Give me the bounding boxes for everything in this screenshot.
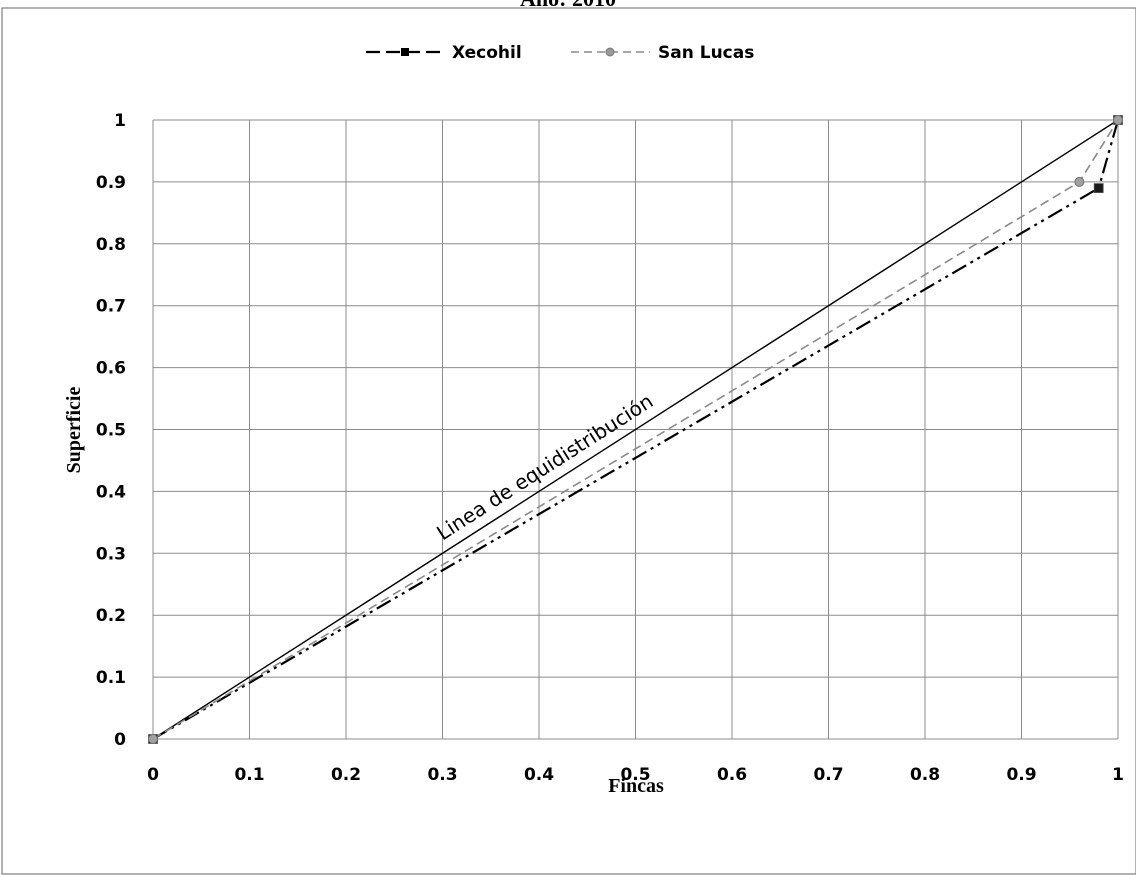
legend-label-xecohil: Xecohil xyxy=(452,43,522,63)
y-tick-label: 0.6 xyxy=(96,359,126,379)
y-tick-label: 0.9 xyxy=(96,173,126,193)
x-tick-label: 0.5 xyxy=(620,765,650,785)
y-tick-label: 0.1 xyxy=(96,668,126,688)
y-tick-label: 0.8 xyxy=(96,235,126,255)
data-point-san-lucas xyxy=(148,734,158,744)
equidistribution-annotation: Linea de equidistribución xyxy=(432,389,657,545)
legend-marker-san-lucas xyxy=(605,47,615,57)
legend-item-xecohil: Xecohil xyxy=(366,43,522,63)
axis-layer: 0 0.1 0.2 0.3 0.4 0.5 0.6 0.7 0.8 0.9 1 0 0.1 0.2 0.3 0… xyxy=(96,111,1124,785)
y-tick-label: 0.3 xyxy=(96,544,126,564)
data-point-san-lucas xyxy=(1113,115,1123,125)
y-tick-label: 0.4 xyxy=(96,482,126,502)
x-tick-label: 0.3 xyxy=(427,765,457,785)
legend-item-san-lucas: San Lucas xyxy=(571,43,754,63)
data-point-san-lucas xyxy=(1074,176,1085,187)
x-tick-label: 0.6 xyxy=(717,765,747,785)
x-tick-label: 0.7 xyxy=(813,765,843,785)
y-tick-label: 1 xyxy=(114,111,126,131)
x-tick-label: 0.8 xyxy=(910,765,940,785)
data-point-xecohil xyxy=(1093,183,1104,193)
x-tick-label: 1 xyxy=(1112,765,1124,785)
y-axis-title: Superficie xyxy=(63,387,85,474)
marker-layer xyxy=(148,115,1123,744)
equidistribution-line xyxy=(152,119,1119,740)
legend: Xecohil San Lucas xyxy=(366,43,754,63)
x-tick-label: 0.1 xyxy=(234,765,264,785)
x-axis-title: Fincas xyxy=(608,775,664,797)
x-tick-label: 0.4 xyxy=(524,765,554,785)
chart-title: Año: 2010 xyxy=(520,0,616,11)
x-tick-label: 0.9 xyxy=(1006,765,1036,785)
legend-label-san-lucas: San Lucas xyxy=(658,43,754,63)
x-tick-label: 0 xyxy=(147,765,159,785)
y-tick-label: 0.2 xyxy=(96,606,126,626)
chart-border xyxy=(1,7,1136,875)
legend-marker-xecohil xyxy=(401,48,409,56)
y-tick-label: 0.7 xyxy=(96,297,126,317)
y-tick-label: 0 xyxy=(114,730,126,750)
x-tick-label: 0.2 xyxy=(331,765,361,785)
y-tick-label: 0.5 xyxy=(96,421,126,441)
